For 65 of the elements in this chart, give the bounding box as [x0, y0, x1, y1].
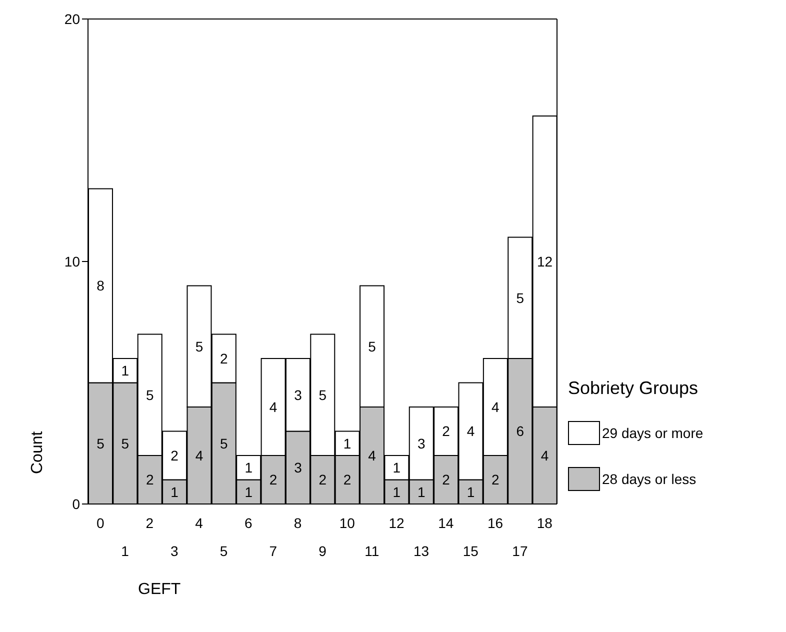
data-label: 3 [294, 386, 302, 403]
data-label: 2 [146, 472, 154, 488]
legend-label: 29 days or more [602, 425, 704, 441]
data-label: 5 [516, 290, 524, 306]
data-label: 1 [244, 484, 253, 500]
y-axis-title: Count [29, 430, 46, 474]
data-label: 2 [343, 472, 352, 488]
data-label: 4 [492, 398, 500, 415]
x-tick-label: 17 [512, 543, 528, 559]
data-label: 1 [244, 460, 253, 476]
legend-label: 28 days or less [602, 471, 696, 487]
data-label: 6 [516, 423, 524, 440]
y-tick-label: 20 [64, 10, 80, 27]
data-label: 4 [466, 423, 475, 440]
x-tick-label: 9 [318, 543, 327, 559]
data-label: 2 [269, 472, 278, 488]
data-label: 5 [121, 435, 130, 452]
data-label: 5 [318, 386, 327, 403]
data-label: 3 [417, 435, 426, 452]
data-label: 1 [121, 362, 130, 379]
x-tick-label: 6 [244, 515, 253, 531]
data-label: 12 [537, 253, 553, 270]
y-tick-label: 10 [64, 253, 80, 270]
data-label: 4 [368, 447, 376, 464]
data-label: 2 [170, 447, 179, 464]
data-label: 1 [392, 484, 401, 500]
data-label: 4 [269, 398, 278, 415]
x-tick-label: 8 [294, 515, 302, 531]
x-tick-label: 4 [195, 515, 204, 531]
y-tick-label: 0 [72, 496, 80, 512]
data-label: 5 [220, 435, 228, 452]
x-tick-label: 14 [438, 515, 454, 531]
data-label: 8 [96, 278, 105, 294]
data-label: 1 [466, 484, 475, 500]
data-label: 5 [96, 435, 105, 452]
x-tick-label: 5 [220, 543, 228, 559]
x-tick-label: 0 [96, 515, 104, 531]
data-label: 1 [392, 460, 401, 476]
data-label: 3 [294, 460, 302, 476]
x-tick-label: 1 [121, 543, 130, 559]
x-tick-label: 12 [388, 515, 405, 531]
data-label: 2 [492, 472, 500, 488]
x-tick-label: 16 [488, 515, 504, 531]
x-tick-label: 13 [413, 543, 430, 559]
data-label: 1 [170, 484, 179, 500]
data-label: 2 [220, 350, 228, 366]
data-label: 4 [540, 447, 549, 464]
x-tick-label: 18 [536, 515, 553, 531]
x-tick-label: 15 [462, 543, 479, 559]
data-label: 1 [343, 435, 352, 452]
x-tick-label: 2 [146, 515, 154, 531]
data-label: 1 [417, 484, 426, 500]
x-tick-label: 11 [364, 543, 380, 559]
data-label: 2 [318, 472, 327, 488]
x-tick-label: 10 [339, 515, 356, 531]
data-label: 5 [368, 338, 376, 354]
x-tick-label: 3 [170, 543, 178, 559]
x-tick-label: 7 [269, 543, 278, 559]
x-axis-title: GEFT [138, 581, 181, 598]
legend-title: Sobriety Groups [568, 378, 700, 399]
data-label: 5 [146, 386, 154, 403]
data-label: 2 [442, 472, 450, 488]
data-label: 4 [195, 447, 204, 464]
data-label: 5 [195, 338, 204, 354]
data-label: 2 [442, 423, 450, 440]
